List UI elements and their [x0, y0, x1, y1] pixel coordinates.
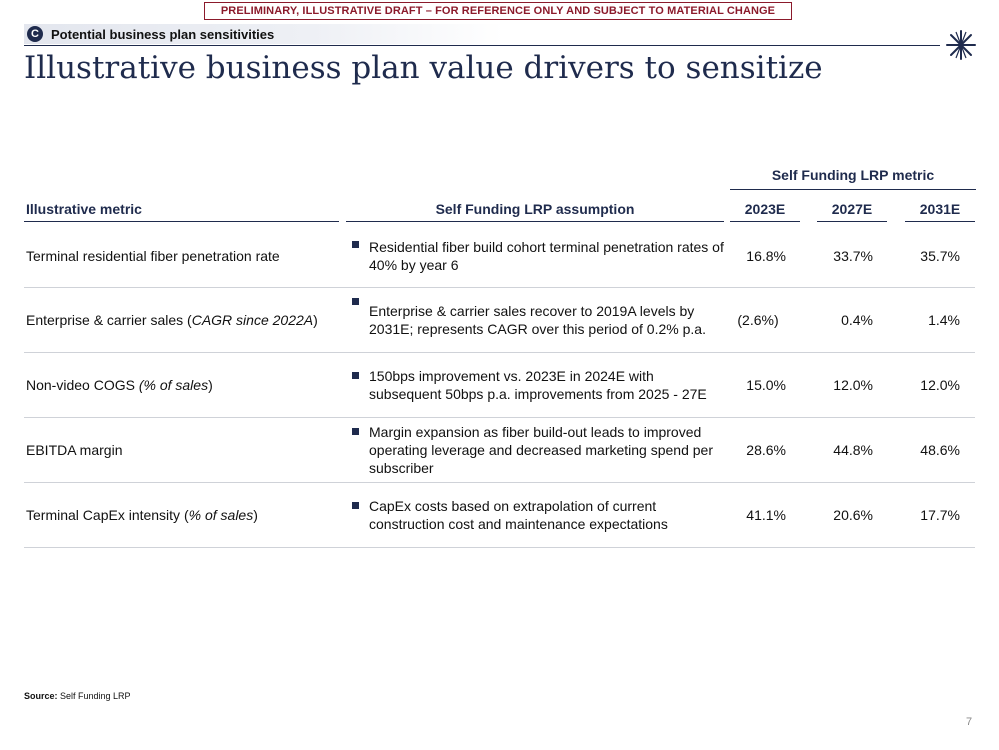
value-2027: 33.7% — [833, 247, 873, 264]
table-row: Terminal residential fiber penetration r… — [24, 224, 975, 288]
value-2023: 16.8% — [746, 247, 786, 264]
col-rule-2027 — [817, 221, 887, 222]
table-row: Terminal CapEx intensity (% of sales) Ca… — [24, 483, 975, 548]
value-2031: 17.7% — [920, 507, 960, 523]
assumption-cell: Enterprise & carrier sales recover to 20… — [352, 288, 727, 352]
assumption-text: 150bps improvement vs. 2023E in 2024E wi… — [369, 368, 707, 402]
metric-label-close: ) — [208, 377, 213, 393]
section-label: Potential business plan sensitivities — [51, 26, 275, 42]
value-2023: 15.0% — [746, 377, 786, 393]
value-2031: 1.4% — [928, 312, 960, 328]
draft-banner: PRELIMINARY, ILLUSTRATIVE DRAFT – FOR RE… — [204, 2, 792, 20]
square-bullet-icon — [352, 502, 359, 509]
metric-cell: Terminal CapEx intensity (% of sales) — [26, 483, 346, 547]
metric-label-italic: CAGR since 2022A — [191, 312, 314, 328]
metric-label-close: ) — [313, 312, 318, 328]
col-header-metric: Illustrative metric — [26, 201, 142, 217]
metric-label-italic: % of sales — [188, 507, 254, 523]
value-2031: 35.7% — [920, 247, 960, 264]
table-row: EBITDA margin Margin expansion as fiber … — [24, 418, 975, 483]
col-header-year-2031: 2031E — [919, 201, 961, 217]
value-2027: 44.8% — [833, 442, 873, 458]
metric-label: EBITDA margin — [26, 442, 123, 458]
metric-label-close: ) — [253, 507, 258, 523]
section-badge: C — [27, 26, 43, 42]
value-2027: 20.6% — [833, 507, 873, 523]
square-bullet-icon — [352, 241, 359, 248]
header-rule — [24, 45, 940, 46]
metric-label: Enterprise & carrier sales (CAGR since 2… — [26, 312, 318, 328]
square-bullet-icon — [352, 298, 359, 305]
section-tag: C Potential business plan sensitivities — [24, 24, 504, 44]
metric-label: Terminal CapEx intensity (% of sales) — [26, 507, 258, 523]
table-row: Non-video COGS (% of sales) 150bps impro… — [24, 353, 975, 418]
value-2023: (2.6%) — [737, 312, 779, 328]
metric-cell: Non-video COGS (% of sales) — [26, 353, 346, 417]
metric-label-main: Non-video COGS — [26, 377, 139, 393]
assumption-cell: 150bps improvement vs. 2023E in 2024E wi… — [352, 353, 727, 417]
assumption-text: CapEx costs based on extrapolation of cu… — [369, 498, 668, 532]
group-header-rule — [730, 189, 976, 190]
square-bullet-icon — [352, 372, 359, 379]
metric-cell: EBITDA margin — [26, 418, 346, 482]
source-note: Source: Self Funding LRP — [24, 691, 131, 701]
asterisk-star-logo-icon — [946, 30, 976, 60]
page-number: 7 — [966, 716, 973, 728]
value-2023: 41.1% — [746, 507, 786, 523]
assumption-cell: Residential fiber build cohort terminal … — [352, 224, 727, 287]
value-2023: 28.6% — [746, 442, 786, 458]
assumption-text: Margin expansion as fiber build-out lead… — [369, 424, 714, 476]
metric-cell: Terminal residential fiber penetration r… — [26, 224, 346, 287]
source-text: Self Funding LRP — [57, 691, 131, 701]
source-label: Source: — [24, 691, 58, 701]
col-header-year-2023: 2023E — [744, 201, 786, 217]
col-header-year-2027: 2027E — [831, 201, 873, 217]
metric-label-italic: (% of sales — [138, 377, 209, 393]
metric-label-main: Enterprise & carrier sales ( — [26, 312, 192, 328]
assumption-cell: Margin expansion as fiber build-out lead… — [352, 418, 727, 482]
metric-cell: Enterprise & carrier sales (CAGR since 2… — [26, 288, 346, 352]
col-rule-2023 — [730, 221, 800, 222]
page-title: Illustrative business plan value drivers… — [24, 50, 823, 86]
value-2031: 48.6% — [920, 442, 960, 458]
value-2027: 0.4% — [841, 312, 873, 328]
square-bullet-icon — [352, 428, 359, 435]
table-row: Enterprise & carrier sales (CAGR since 2… — [24, 288, 975, 353]
value-2027: 12.0% — [833, 377, 873, 393]
metric-label: Terminal residential fiber penetration r… — [26, 247, 280, 264]
col-header-assumption: Self Funding LRP assumption — [435, 201, 635, 217]
metric-label: Non-video COGS (% of sales) — [26, 377, 213, 393]
col-rule-metric — [24, 221, 339, 222]
assumption-text: Enterprise & carrier sales recover to 20… — [369, 303, 706, 337]
assumption-text: Residential fiber build cohort terminal … — [369, 238, 724, 273]
col-rule-assumption — [346, 221, 724, 222]
assumption-cell: CapEx costs based on extrapolation of cu… — [352, 483, 727, 547]
value-2031: 12.0% — [920, 377, 960, 393]
metric-label-main: Terminal CapEx intensity ( — [26, 507, 189, 523]
group-header: Self Funding LRP metric — [771, 167, 935, 183]
col-rule-2031 — [905, 221, 975, 222]
